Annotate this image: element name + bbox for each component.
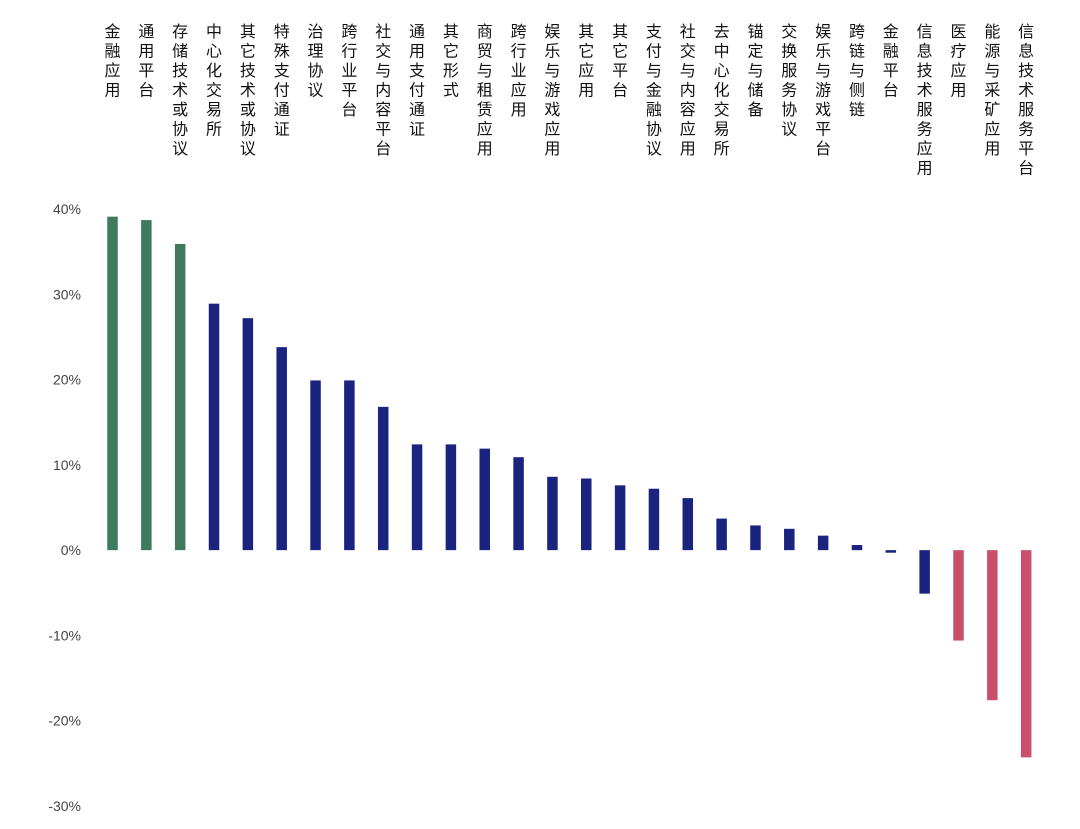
- category-label: 通用平台: [138, 22, 154, 100]
- bar: [208, 303, 220, 551]
- bar: [344, 380, 355, 551]
- category-label: 跨行业应用: [511, 22, 527, 119]
- bar: [784, 528, 795, 551]
- category-label: 其它应用: [578, 22, 594, 100]
- bar: [411, 444, 423, 551]
- y-tick-label: 10%: [53, 457, 81, 473]
- category-label: 去中心化交易所: [714, 22, 730, 158]
- bar: [919, 550, 930, 594]
- bar: [242, 318, 254, 551]
- category-label: 中心化交易所: [206, 22, 222, 139]
- bar: [513, 457, 524, 551]
- category-label: 治理协议: [308, 22, 324, 100]
- bar: [107, 216, 118, 551]
- category-label: 金融应用: [104, 22, 120, 100]
- y-axis: 40% 30% 20% 10% 0% -10% -20% -30%: [48, 201, 81, 814]
- bar: [276, 347, 287, 551]
- bars: [107, 216, 1032, 758]
- bar: [141, 220, 152, 551]
- category-label: 特殊支付通证: [274, 22, 290, 139]
- y-tick-label: 30%: [53, 286, 81, 302]
- category-label: 娱乐与游戏平台: [815, 22, 831, 158]
- bar: [581, 478, 592, 551]
- bar: [750, 525, 761, 551]
- bar: [479, 448, 490, 551]
- category-label: 娱乐与游戏应用: [544, 22, 560, 158]
- category-label: 金融平台: [883, 22, 899, 100]
- y-tick-label: 20%: [53, 372, 81, 388]
- category-label: 信息技术服务应用: [917, 22, 933, 178]
- bar: [851, 545, 863, 551]
- y-tick-label: 0%: [61, 542, 81, 558]
- category-labels: 金融应用 通用平台 存储技术或协议 中心化交易所 其它技术或协议 特殊支付通证 治理协议 跨行…: [104, 22, 1034, 178]
- bar: [174, 243, 186, 551]
- category-label: 能源与采矿应用: [984, 22, 1000, 158]
- bar: [648, 488, 660, 551]
- bar: [310, 380, 321, 551]
- category-label: 医疗应用: [950, 22, 966, 100]
- y-tick-label: -10%: [48, 627, 81, 643]
- category-label: 社交与内容应用: [680, 22, 696, 158]
- category-label: 跨行业平台: [341, 22, 357, 119]
- y-tick-label: 40%: [53, 201, 81, 217]
- bar: [817, 535, 829, 551]
- bar: [1020, 550, 1032, 758]
- category-label: 商贸与租赁应用: [477, 22, 493, 158]
- category-label: 其它形式: [443, 22, 459, 100]
- category-label: 信息技术服务平台: [1018, 22, 1034, 178]
- bar: [987, 550, 998, 701]
- bar: [953, 550, 964, 641]
- bar: [885, 550, 897, 553]
- category-label: 锚定与储备: [747, 22, 763, 119]
- category-label: 其它技术或协议: [240, 22, 256, 158]
- bar: [547, 476, 558, 551]
- y-tick-label: -20%: [48, 713, 81, 729]
- bar: [682, 498, 694, 551]
- category-label: 通用支付通证: [409, 22, 425, 139]
- category-label: 其它平台: [612, 22, 628, 100]
- category-label: 支付与金融协议: [646, 22, 662, 158]
- category-label: 交换服务协议: [781, 22, 797, 139]
- y-tick-label: -30%: [48, 798, 81, 814]
- category-label: 跨链与侧链: [849, 22, 865, 119]
- bar: [445, 444, 457, 551]
- category-label: 存储技术或协议: [172, 22, 188, 158]
- bar: [377, 406, 389, 551]
- bar: [614, 485, 626, 551]
- bar: [716, 518, 727, 551]
- category-label: 社交与内容平台: [375, 22, 391, 158]
